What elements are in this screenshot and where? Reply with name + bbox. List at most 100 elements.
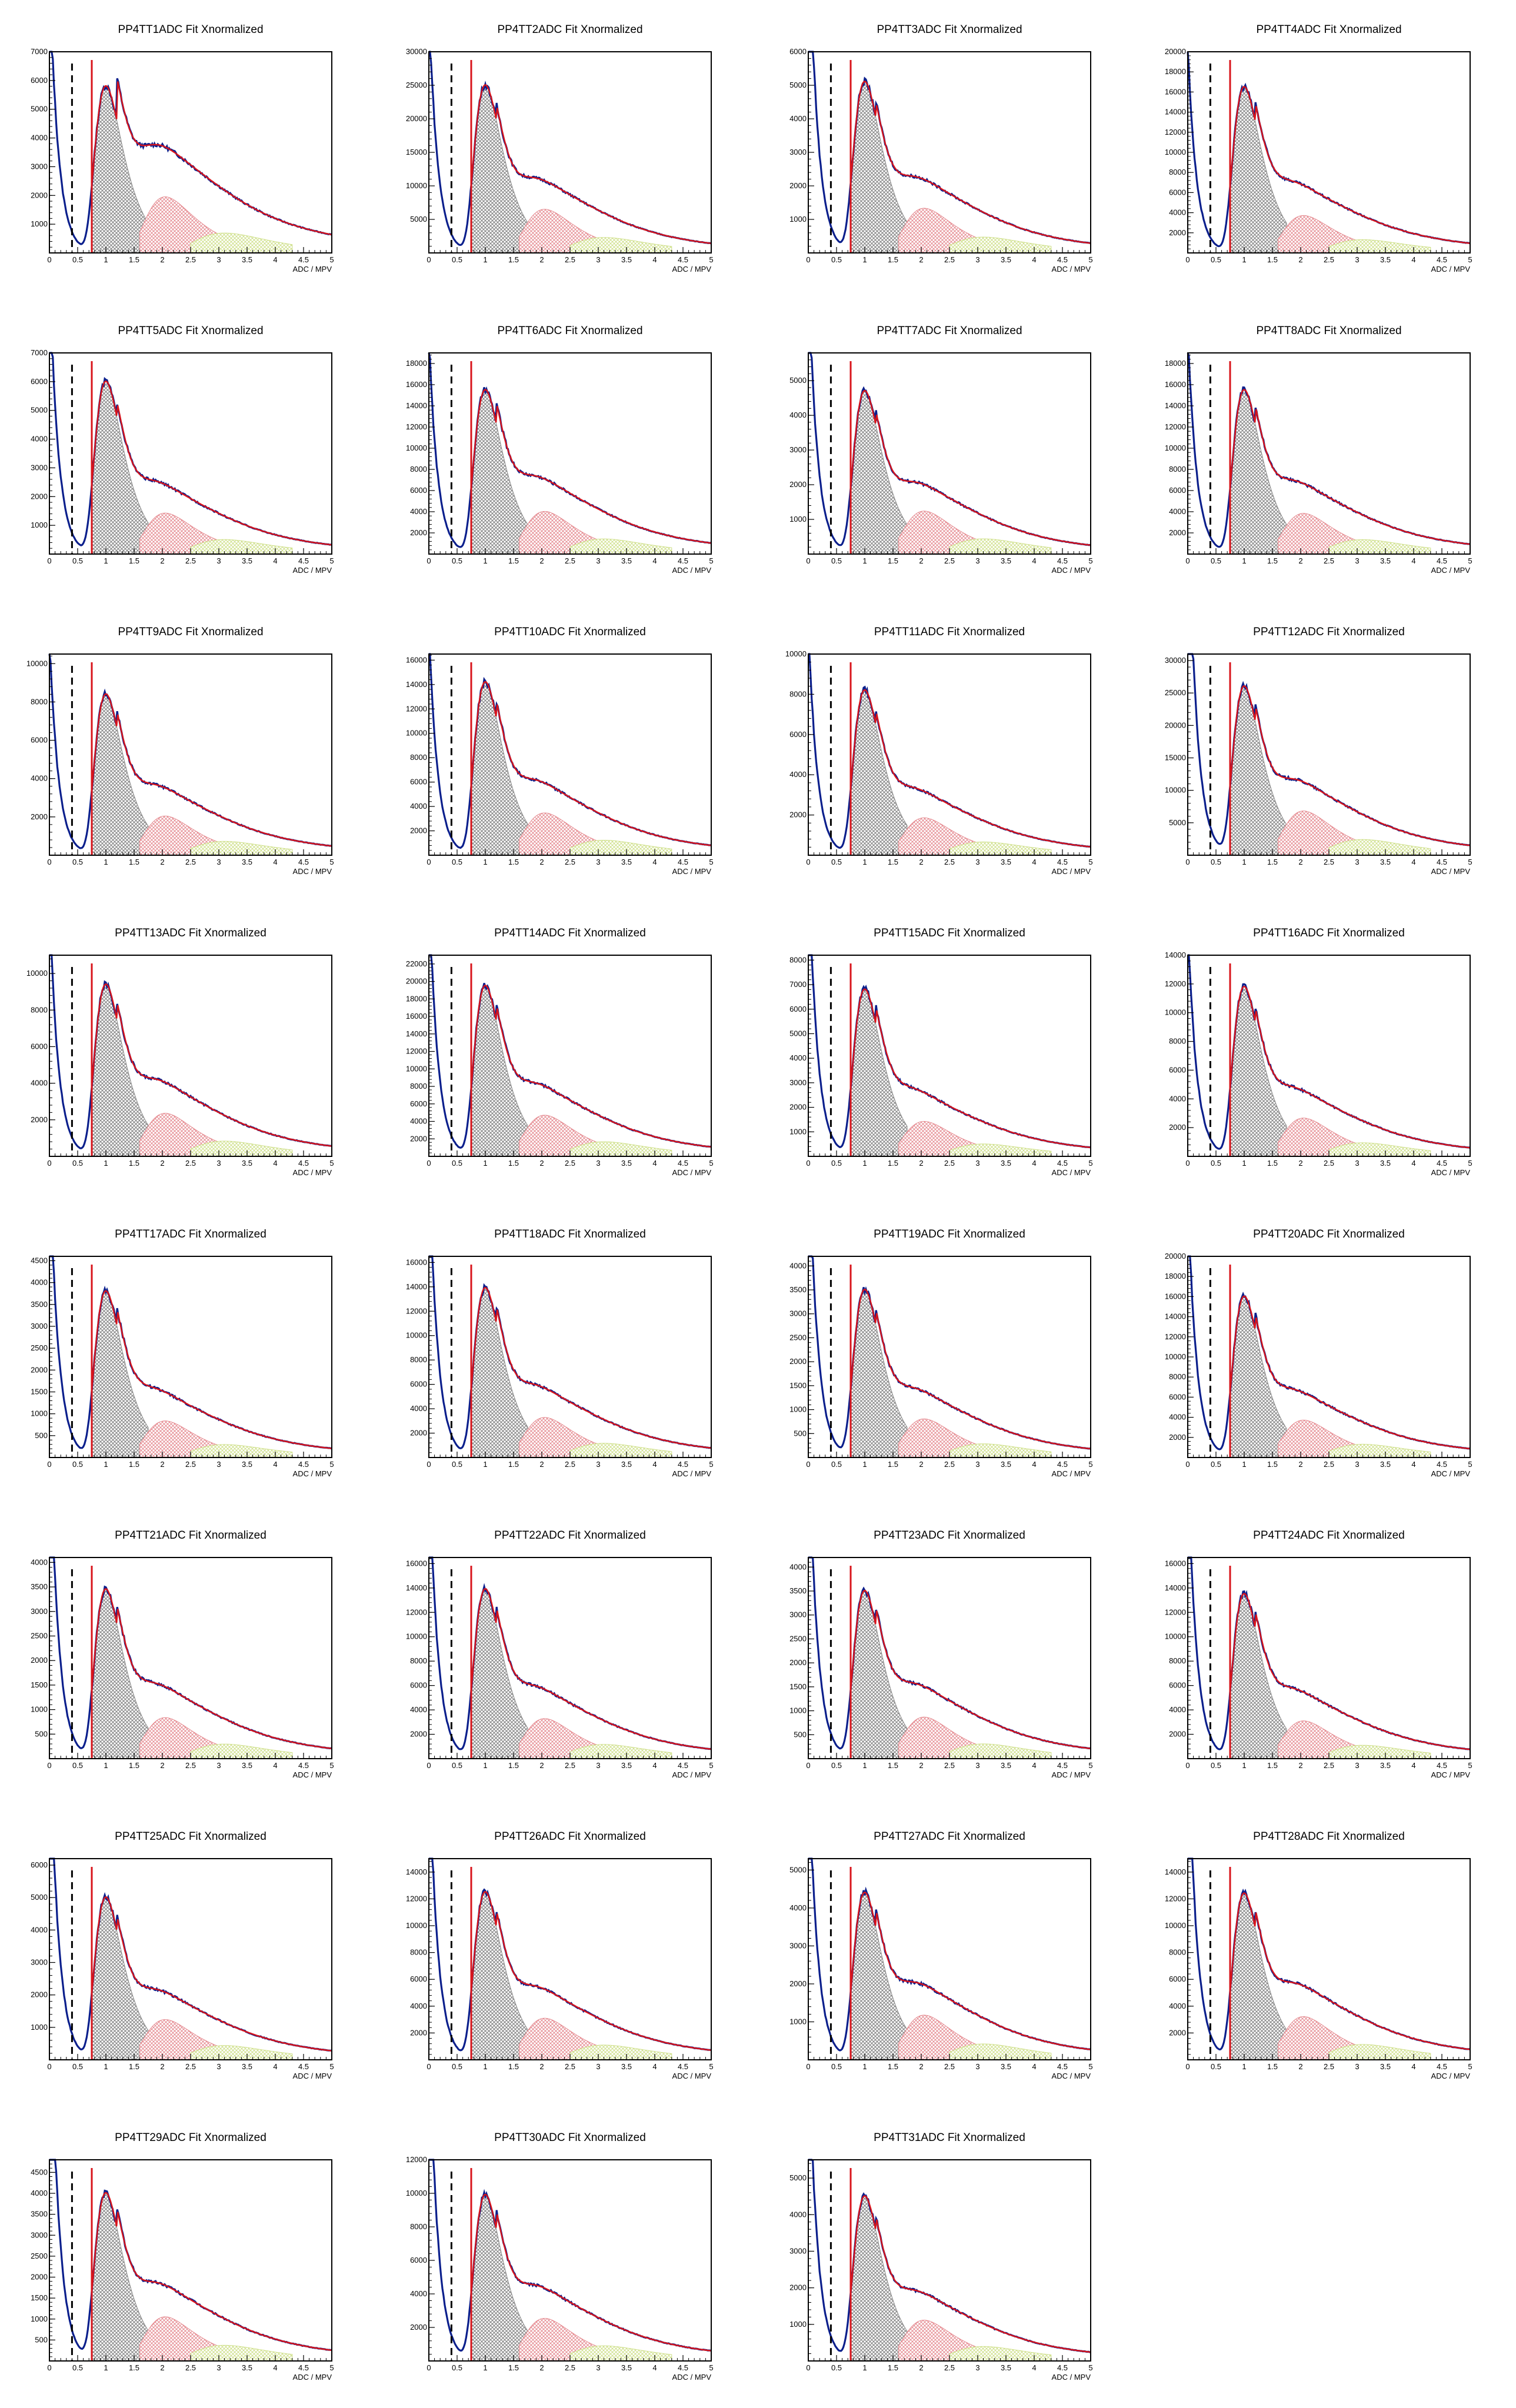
x-tick-label: 3.5 [1380,858,1391,866]
x-tick-label: 4 [1032,556,1036,565]
peak3-component-area [190,539,293,555]
x-tick-label: 1.5 [129,1159,139,1168]
x-tick-label: 1.5 [129,858,139,866]
histogram-panel: PP4TT5ADC Fit Xnormalized100020003000400… [31,325,334,575]
y-tick-label: 6000 [410,1099,427,1108]
y-tick-label: 8000 [1169,465,1186,473]
y-tick-label: 3000 [789,1941,807,1950]
y-tick-label: 2000 [31,492,48,501]
y-tick-label: 12000 [406,1607,427,1616]
y-tick-label: 500 [794,1730,807,1739]
y-tick-label: 16000 [406,380,427,389]
chart-title: PP4TT11ADC Fit Xnormalized [874,626,1025,638]
x-tick-label: 4.5 [1437,1159,1447,1168]
y-tick-label: 8000 [31,697,48,706]
y-tick-label: 4000 [31,1557,48,1566]
y-tick-label: 2000 [789,1357,807,1366]
y-tick-label: 3000 [789,1078,807,1087]
y-tick-label: 12000 [406,1047,427,1056]
x-tick-label: 0.5 [72,2363,83,2372]
chart-title: PP4TT10ADC Fit Xnormalized [494,626,646,638]
x-tick-label: 5 [1088,556,1092,565]
peak1-component-area [471,2194,528,2362]
chart-title: PP4TT14ADC Fit Xnormalized [494,927,646,939]
peak1-component-area [471,1892,528,2060]
x-tick-label: 2.5 [565,858,575,866]
x-tick-label: 2.5 [565,255,575,264]
y-tick-label: 4000 [1169,1705,1186,1714]
x-tick-label: 1 [483,2062,487,2071]
peak3-component-area [569,1744,672,1759]
x-tick-label: 0 [47,1761,51,1770]
chart-title: PP4TT1ADC Fit Xnormalized [118,24,263,36]
x-tick-label: 2 [539,2363,544,2372]
y-tick-label: 8000 [31,1005,48,1014]
x-tick-label: 0 [806,556,810,565]
x-tick-label: 4.5 [678,255,688,264]
y-tick-label: 1000 [789,515,807,523]
chart-title: PP4TT3ADC Fit Xnormalized [877,24,1022,36]
histogram-panel: PP4TT22ADC Fit Xnormalized 2000 4000 6000 80… [406,1529,714,1779]
x-tick-label: 3.5 [1001,255,1011,264]
histogram-panel: PP4TT1ADC Fit Xnormalized100020003000400… [31,24,334,274]
y-tick-label: 4000 [31,134,48,142]
x-tick-label: 1 [104,2363,108,2372]
fit-curve-line [91,1290,332,1449]
x-tick-label: 3.5 [242,2363,252,2372]
x-tick-label: 1 [104,556,108,565]
y-tick-label: 1000 [789,1706,807,1715]
x-tick-label: 0.5 [831,556,842,565]
x-axis-label: ADC / MPV [293,265,332,274]
y-tick-label: 4000 [31,774,48,783]
x-tick-label: 4 [1411,1761,1415,1770]
y-tick-label: 3500 [789,1285,807,1294]
y-tick-label: 2000 [1169,1433,1186,1442]
x-tick-label: 2.5 [565,2062,575,2071]
x-tick-label: 2.5 [944,1761,955,1770]
x-tick-label: 1 [1242,255,1246,264]
fit-curve-line [91,983,332,1147]
x-tick-label: 1 [483,858,487,866]
x-tick-label: 0.5 [831,858,842,866]
y-tick-label: 10000 [406,181,427,190]
peak1-component-area [1230,986,1287,1157]
x-tick-label: 4.5 [1057,1460,1068,1469]
y-tick-label: 4000 [1169,2002,1186,2010]
x-tick-label: 2.5 [944,556,955,565]
x-tick-label: 0 [1185,1159,1190,1168]
x-tick-label: 1 [483,2363,487,2372]
y-tick-label: 3500 [31,2210,48,2219]
y-tick-label: 2000 [789,811,807,819]
y-tick-label: 12000 [1165,1894,1186,1903]
x-tick-label: 3 [1355,255,1359,264]
chart-title: PP4TT15ADC Fit Xnormalized [874,927,1025,939]
x-axis-label: ADC / MPV [672,1770,712,1779]
histogram-panel: PP4TT25ADC Fit Xnormalized10002000300040… [31,1830,334,2080]
x-tick-label: 2.5 [944,2062,955,2071]
x-tick-label: 2.5 [1324,1159,1334,1168]
y-tick-label: 14000 [406,1029,427,1038]
y-tick-label: 5000 [789,81,807,89]
x-tick-label: 3 [216,1761,221,1770]
x-tick-label: 3 [1355,556,1359,565]
y-tick-label: 12000 [406,704,427,713]
y-tick-label: 22000 [406,959,427,968]
histogram-panel: PP4TT28ADC Fit Xnormalized 2000 4000 6000 80… [1165,1830,1472,2080]
y-tick-label: 2000 [789,181,807,190]
x-axis-label: ADC / MPV [1431,867,1471,876]
x-tick-label: 0.5 [72,556,83,565]
histogram-panel: PP4TT16ADC Fit Xnormalized 2000 4000 6000 80… [1165,927,1472,1177]
x-tick-label: 1.5 [888,858,898,866]
y-tick-label: 4000 [410,2002,427,2010]
x-tick-label: 0.5 [1211,1159,1221,1168]
x-tick-label: 0.5 [831,1761,842,1770]
x-tick-label: 4 [1032,2363,1036,2372]
y-tick-label: 8000 [1169,1037,1186,1046]
y-tick-label: 6000 [410,778,427,786]
x-tick-label: 3 [596,556,600,565]
x-tick-label: 5 [709,2363,713,2372]
x-tick-label: 2.5 [944,1159,955,1168]
x-tick-label: 1.5 [1267,556,1278,565]
histogram-panel: PP4TT23ADC Fit Xnormalized50010001500200… [789,1529,1093,1779]
x-tick-label: 3 [1355,1460,1359,1469]
